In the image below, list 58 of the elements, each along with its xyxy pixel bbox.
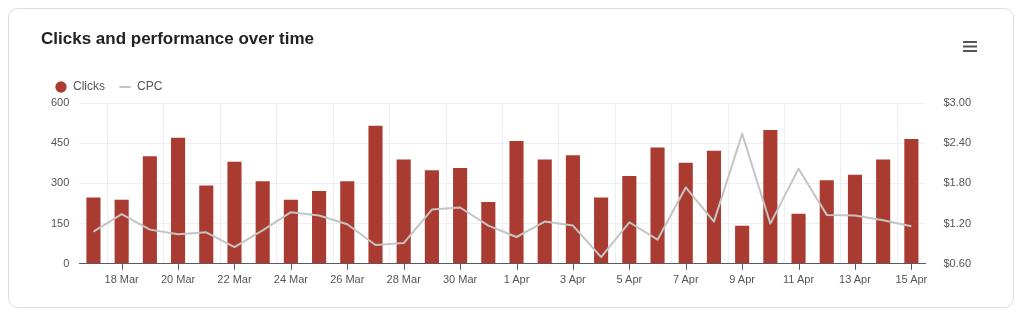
bar [594,197,609,264]
bar [904,138,919,264]
y-tick-label: 300 [50,176,70,189]
x-tick-label: 7 Apr [672,273,699,286]
chart-title: Clicks and performance over time [41,29,315,49]
bar [791,213,806,264]
bar [678,162,693,264]
bar [650,147,665,264]
bar [509,141,524,264]
y-tick-label: 0 [63,256,70,269]
x-tick-label: 9 Apr [729,273,756,286]
bar [312,190,327,264]
bar [706,150,721,264]
y2-tick-label: $0.60 [943,256,971,269]
bar [622,175,637,264]
x-tick-label: 28 Mar [386,273,422,286]
y2-tick-label: $1.80 [943,176,971,189]
y2-tick-label: $2.40 [943,136,971,149]
x-tick-label: 1 Apr [503,273,530,286]
y-tick-label: 600 [50,96,70,109]
x-tick-label: 13 Apr [839,273,872,286]
bar [424,170,439,264]
bar [283,199,298,264]
bar [340,181,355,264]
bar [368,125,383,264]
y2-tick-label: $3.00 [943,96,971,109]
x-tick-label: 24 Mar [273,273,309,286]
bar [199,185,214,264]
bar [565,155,580,264]
x-tick-label: 20 Mar [160,273,196,286]
bar [847,174,863,264]
x-tick-label: 5 Apr [616,273,643,286]
y-tick-label: 150 [50,216,70,229]
bar [735,225,750,264]
bar [255,181,270,264]
bar [819,180,834,264]
bar [453,168,468,264]
bar [86,197,101,264]
bar [227,161,242,264]
x-tick-label: 11 Apr [783,273,815,286]
x-tick-label: 18 Mar [104,273,140,286]
legend-label: CPC [137,79,163,94]
bar [142,156,157,264]
x-tick-label: 30 Mar [442,273,478,286]
x-tick-label: 26 Mar [330,273,365,286]
bar [763,130,778,264]
bar [396,159,411,264]
bar [481,201,496,264]
x-tick-label: 22 Mar [217,273,252,286]
bar [876,159,891,264]
bar [114,199,129,264]
y2-tick-label: $1.20 [943,216,971,229]
x-tick-label: 3 Apr [560,273,587,286]
legend-label: Clicks [73,79,105,94]
bar [537,159,552,264]
bar [171,137,186,264]
x-tick-label: 15 Apr [895,273,928,286]
y-tick-label: 450 [50,136,70,149]
